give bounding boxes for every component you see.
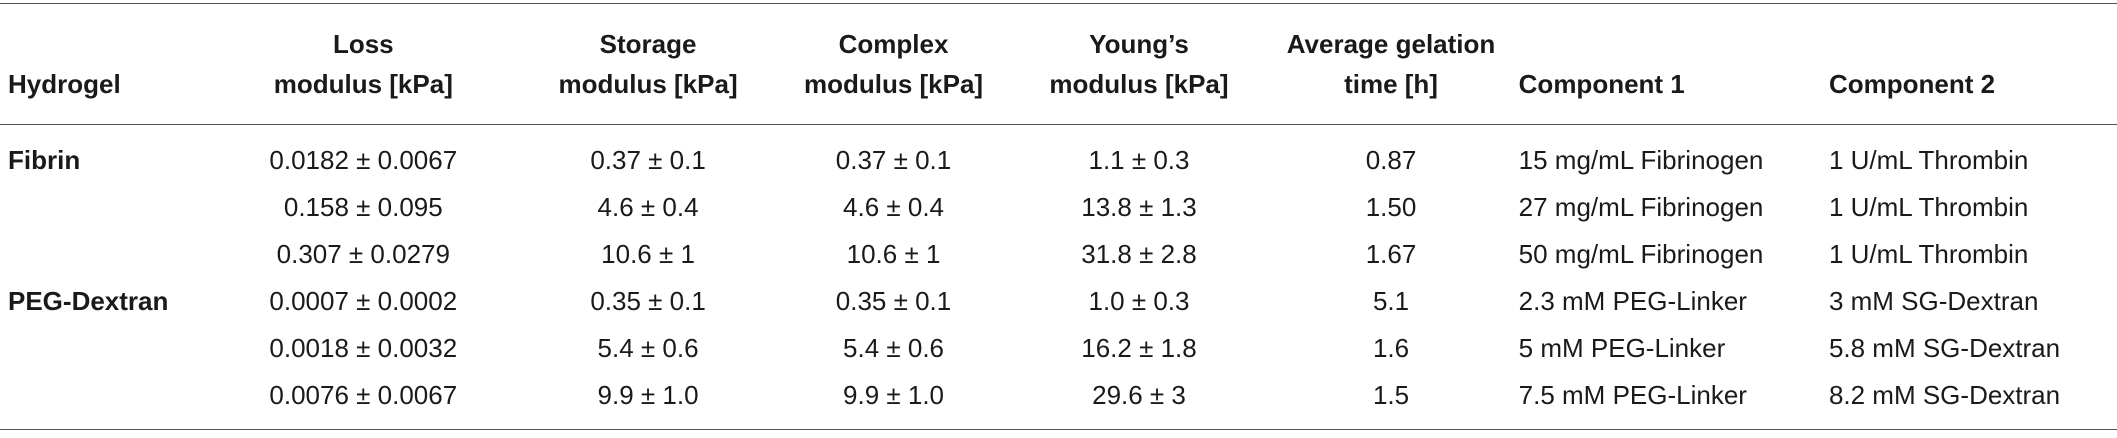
cell-hydrogel xyxy=(0,231,203,278)
table-row: 0.158 ± 0.095 4.6 ± 0.4 4.6 ± 0.4 13.8 ±… xyxy=(0,184,2117,231)
cell-youngs-modulus: 31.8 ± 2.8 xyxy=(1081,239,1197,269)
cell-hydrogel: PEG-Dextran xyxy=(8,286,169,316)
cell-component-1: 27 mg/mL Fibrinogen xyxy=(1518,192,1764,222)
cell-storage-modulus: 10.6 ± 1 xyxy=(601,239,695,269)
cell-gelation-time: 1.6 xyxy=(1372,333,1410,363)
cell-storage-modulus: 9.9 ± 1.0 xyxy=(523,372,773,430)
cell-loss-modulus: 0.0018 ± 0.0032 xyxy=(269,333,458,363)
header-storage-modulus: Storage modulus [kPa] xyxy=(523,3,773,125)
cell-component-2: 1 U/mL Thrombin xyxy=(1828,192,2029,222)
cell-loss-modulus: 0.0076 ± 0.0067 xyxy=(202,372,524,430)
header-youngs-modulus: Young’s modulus [kPa] xyxy=(1014,3,1264,125)
cell-hydrogel xyxy=(0,372,203,430)
cell-complex-modulus: 10.6 ± 1 xyxy=(846,239,941,269)
cell-complex-modulus: 0.37 ± 0.1 xyxy=(835,145,952,175)
cell-hydrogel xyxy=(0,184,203,231)
cell-gelation-time: 5.1 xyxy=(1372,286,1410,316)
cell-loss-modulus: 0.158 ± 0.095 xyxy=(283,192,443,222)
cell-storage-modulus: 0.35 ± 0.1 xyxy=(590,286,706,316)
cell-component-1: 15 mg/mL Fibrinogen xyxy=(1518,145,1764,175)
table-row: 0.0076 ± 0.0067 9.9 ± 1.0 9.9 ± 1.0 29.6… xyxy=(0,372,2117,430)
table-row: Fibrin 0.0182 ± 0.0067 0.37 ± 0.1 0.37 ±… xyxy=(0,125,2117,185)
header-complex-modulus: Complex modulus [kPa] xyxy=(772,3,1015,125)
header-loss-modulus: Loss modulus [kPa] xyxy=(202,3,524,125)
header-component-1: Component 1 xyxy=(1518,3,1829,125)
cell-storage-modulus: 0.37 ± 0.1 xyxy=(590,145,706,175)
cell-hydrogel: Fibrin xyxy=(8,145,81,175)
cell-hydrogel xyxy=(0,325,203,372)
cell-loss-modulus: 0.0007 ± 0.0002 xyxy=(269,286,458,316)
cell-youngs-modulus: 1.1 ± 0.3 xyxy=(1088,145,1190,175)
cell-youngs-modulus: 1.0 ± 0.3 xyxy=(1088,286,1190,316)
cell-storage-modulus: 4.6 ± 0.4 xyxy=(597,192,699,222)
cell-youngs-modulus: 29.6 ± 3 xyxy=(1014,372,1264,430)
cell-youngs-modulus: 16.2 ± 1.8 xyxy=(1081,333,1197,363)
cell-component-1: 5 mM PEG-Linker xyxy=(1518,333,1726,363)
cell-gelation-time: 0.87 xyxy=(1365,145,1417,175)
cell-component-2: 5.8 mM SG-Dextran xyxy=(1828,333,2061,363)
header-hydrogel: Hydrogel xyxy=(0,3,203,125)
cell-youngs-modulus: 13.8 ± 1.3 xyxy=(1081,192,1197,222)
table-row: PEG-Dextran 0.0007 ± 0.0002 0.35 ± 0.1 0… xyxy=(0,278,2117,325)
cell-loss-modulus: 0.0182 ± 0.0067 xyxy=(269,145,458,175)
cell-gelation-time: 1.67 xyxy=(1365,239,1417,269)
cell-component-2: 3 mM SG-Dextran xyxy=(1828,286,2039,316)
table-row: 0.0018 ± 0.0032 5.4 ± 0.6 5.4 ± 0.6 16.2… xyxy=(0,325,2117,372)
header-gelation-time: Average gelation time [h] xyxy=(1263,3,1519,125)
cell-complex-modulus: 4.6 ± 0.4 xyxy=(843,192,945,222)
cell-component-2: 1 U/mL Thrombin xyxy=(1828,145,2029,175)
cell-component-2: 1 U/mL Thrombin xyxy=(1828,239,2029,269)
cell-component-1: 50 mg/mL Fibrinogen xyxy=(1518,239,1764,269)
header-row: Hydrogel Loss modulus [kPa] Storage modulu… xyxy=(0,3,2117,125)
hydrogel-properties-table: Hydrogel Loss modulus [kPa] Storage modulu… xyxy=(0,3,2117,430)
cell-gelation-time: 1.50 xyxy=(1365,192,1417,222)
header-component-2: Component 2 xyxy=(1828,3,2117,125)
cell-component-2: 8.2 mM SG-Dextran xyxy=(1828,372,2117,430)
table-row: 0.307 ± 0.0279 10.6 ± 1 10.6 ± 1 31.8 ± … xyxy=(0,231,2117,278)
cell-loss-modulus: 0.307 ± 0.0279 xyxy=(276,239,450,269)
cell-component-1: 7.5 mM PEG-Linker xyxy=(1518,372,1829,430)
cell-gelation-time: 1.5 xyxy=(1263,372,1519,430)
cell-storage-modulus: 5.4 ± 0.6 xyxy=(597,333,699,363)
cell-complex-modulus: 9.9 ± 1.0 xyxy=(772,372,1015,430)
cell-component-1: 2.3 mM PEG-Linker xyxy=(1518,286,1747,316)
cell-complex-modulus: 0.35 ± 0.1 xyxy=(835,286,952,316)
cell-complex-modulus: 5.4 ± 0.6 xyxy=(843,333,945,363)
